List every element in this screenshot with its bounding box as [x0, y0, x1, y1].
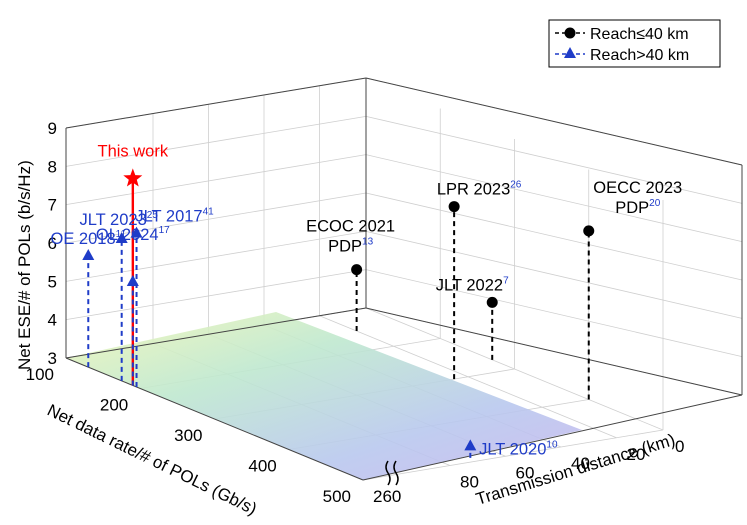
- axis-break-symbol: [385, 460, 399, 486]
- label-line: PDP: [328, 238, 362, 256]
- label-ref: 7: [503, 275, 509, 286]
- grid-line-back-wall: [365, 192, 743, 281]
- frame-edge: [65, 77, 367, 129]
- frame-edge: [65, 357, 364, 481]
- label-line: JLT 2023: [79, 211, 146, 229]
- grid-line-left-wall: [65, 115, 367, 167]
- label-ref: 13: [362, 237, 374, 248]
- label-this-work: This work: [98, 142, 169, 160]
- legend-circle-marker-icon: [564, 27, 576, 39]
- label-ecoc-2021: ECOC 2021 PDP13: [306, 218, 395, 256]
- y-tick-label: 0: [675, 437, 684, 456]
- z-tick-label: 8: [48, 157, 57, 176]
- data-markers: [82, 168, 595, 451]
- marker-jlt-2023: [115, 232, 128, 244]
- marker-this-work: [123, 168, 143, 187]
- z-tick-label: 5: [48, 272, 57, 291]
- legend-box: [548, 19, 721, 68]
- z-tick-label: 3: [48, 349, 57, 368]
- floor-gradient: [66, 312, 582, 480]
- z-tick-label: 9: [48, 119, 57, 138]
- grid-line-left-wall: [65, 269, 367, 321]
- label-line: JLT 2022: [436, 276, 503, 294]
- label-line: PDP: [615, 199, 649, 217]
- y-tick-label: 80: [460, 473, 479, 492]
- marker-ol-2024: [126, 274, 139, 286]
- z-tick-label: 4: [48, 311, 57, 330]
- z-tick-label: 6: [48, 234, 57, 253]
- label-line: This work: [98, 142, 169, 160]
- frame-edge: [362, 394, 743, 481]
- label-ref: 20: [649, 198, 661, 209]
- label-oecc-2023: OECC 2023 PDP20: [593, 179, 682, 217]
- grid-line-back-wall: [365, 154, 743, 243]
- x-tick-label: 300: [174, 426, 202, 445]
- label-line: LPR 2023: [437, 181, 510, 199]
- grid-line-back-wall: [365, 269, 743, 358]
- marker-oecc-2023: [583, 225, 595, 237]
- label-jlt-2020: JLT 202010: [479, 439, 558, 458]
- grid-line-back-wall: [365, 115, 743, 204]
- legend-label-reach-le-40: Reach≤40 km: [590, 26, 689, 43]
- label-ref: 41: [203, 207, 215, 218]
- marker-oe-2018: [82, 248, 95, 260]
- label-jlt-2017: JLT 201741: [135, 207, 214, 226]
- z-tick-label: 7: [48, 196, 57, 215]
- marker-jlt-2017: [130, 226, 143, 238]
- label-ref: 26: [510, 180, 522, 191]
- marker-jlt-2022: [486, 296, 498, 308]
- label-line: ECOC 2021: [306, 218, 395, 236]
- label-jlt-2023: JLT 202325: [79, 210, 158, 229]
- label-ref: 10: [546, 439, 558, 450]
- label-line: OE 2018: [51, 230, 116, 248]
- x-tick-label: 100: [26, 365, 54, 384]
- data-stems: [87, 178, 590, 458]
- x-tick-label: 500: [323, 487, 351, 506]
- axis-ticks: 3 4 5 6 7 8 9 100 200 300 400 500 0 20 40 60 80 260: [26, 119, 685, 506]
- frame-edge: [65, 307, 367, 359]
- label-ref: 11: [116, 229, 127, 240]
- legend: Reach≤40 km Reach>40 km: [548, 19, 721, 68]
- y-tick-label: 20: [627, 445, 646, 464]
- axes-frame: [65, 77, 743, 481]
- label-line: OECC 2023: [593, 179, 682, 197]
- label-ref: 17: [159, 225, 171, 236]
- grid-line-back-wall: [365, 230, 743, 319]
- frame-edge: [365, 77, 743, 166]
- marker-jlt-2020: [464, 439, 477, 451]
- marker-ecoc-2021: [351, 264, 363, 276]
- grid-line-left-wall: [65, 192, 367, 244]
- label-line: JLT 2020: [479, 440, 546, 458]
- grid-line-floor-x: [362, 429, 664, 481]
- grid-line-floor-y: [319, 315, 617, 439]
- legend-triangle-marker-icon: [564, 47, 576, 58]
- x-tick-label: 200: [100, 396, 128, 415]
- label-ref: 25: [147, 210, 159, 221]
- label-jlt-2022: JLT 20227: [436, 275, 509, 294]
- label-ol-2024: OL 202417: [96, 225, 170, 244]
- y-tick-label: 60: [516, 463, 535, 482]
- frame-edge: [365, 307, 743, 396]
- label-line: OL 2024: [96, 226, 159, 244]
- x-tick-label: 400: [248, 457, 276, 476]
- z-axis-label: Net ESE/# of POLs (b/s/Hz): [15, 160, 34, 370]
- grid-line-floor-y: [365, 307, 664, 431]
- legend-label-reach-gt-40: Reach>40 km: [590, 47, 689, 64]
- grid-line-left-wall: [65, 154, 367, 206]
- label-line: JLT 2017: [135, 208, 202, 226]
- marker-lpr-2023: [448, 201, 460, 213]
- grid-line-left-wall: [65, 230, 367, 282]
- label-oe-2018: OE 201811: [51, 229, 127, 248]
- label-lpr-2023: LPR 202326: [437, 180, 522, 199]
- y-tick-label: 260: [373, 487, 401, 506]
- y-tick-label: 40: [571, 454, 590, 473]
